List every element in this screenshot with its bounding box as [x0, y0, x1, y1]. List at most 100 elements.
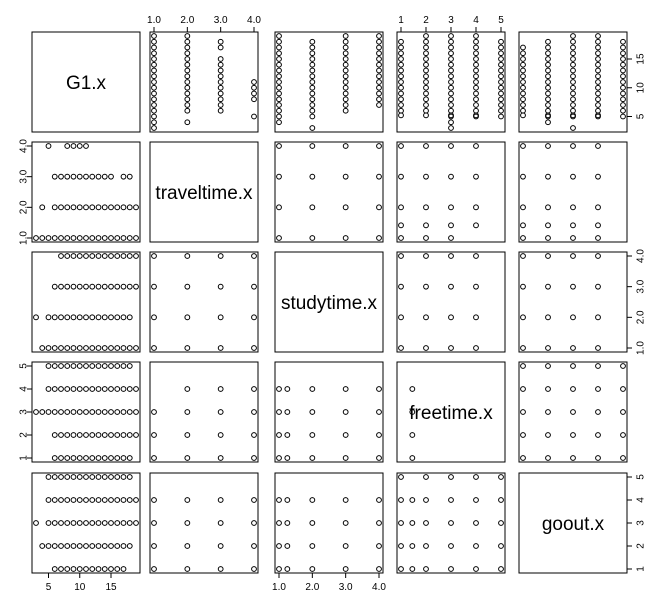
tick-label: 15: [636, 53, 647, 65]
data-point: [448, 79, 454, 85]
data-point: [570, 455, 576, 461]
data-point: [620, 455, 626, 461]
data-point: [217, 102, 224, 108]
data-point: [95, 345, 102, 351]
data-point: [70, 143, 77, 149]
data-point: [184, 33, 191, 39]
data-point: [309, 113, 316, 120]
tick-label: 3.0: [214, 15, 228, 26]
data-point: [120, 409, 127, 415]
data-point: [448, 107, 454, 114]
data-point: [398, 79, 404, 85]
tick-label: 1.0: [19, 231, 30, 245]
data-point: [398, 474, 404, 480]
data-point: [114, 409, 121, 415]
data-point: [120, 432, 127, 438]
data-point: [473, 143, 479, 149]
data-point: [595, 67, 601, 74]
data-point: [473, 90, 479, 97]
data-point: [595, 33, 601, 39]
data-point: [39, 345, 46, 351]
data-point: [423, 204, 429, 211]
data-point: [108, 314, 114, 321]
data-point: [64, 455, 71, 461]
data-point: [473, 253, 479, 259]
data-point: [151, 283, 157, 290]
data-point: [276, 50, 282, 57]
data-point: [498, 84, 504, 91]
data-point: [70, 520, 77, 526]
panel-frame-freetime-x-vs-goout-x: [518, 361, 628, 463]
data-point: [184, 543, 191, 549]
data-point: [409, 543, 416, 549]
data-point: [101, 474, 108, 480]
data-point: [545, 173, 551, 180]
data-point: [376, 520, 382, 526]
data-point: [342, 61, 349, 68]
data-point: [151, 497, 157, 503]
data-point: [309, 102, 316, 108]
panel-frame-traveltime-x-vs-g1-x: [31, 141, 141, 243]
data-point: [126, 543, 133, 549]
data-point: [120, 474, 127, 480]
data-point: [151, 61, 157, 68]
data-point: [251, 283, 257, 290]
data-point: [620, 386, 626, 392]
data-point: [398, 90, 404, 97]
data-point: [64, 204, 71, 211]
data-point: [251, 520, 257, 526]
data-point: [520, 112, 526, 119]
data-point: [595, 386, 601, 392]
data-point: [58, 566, 64, 572]
data-point: [570, 345, 576, 351]
data-point: [545, 204, 551, 211]
data-point: [473, 112, 479, 119]
data-point: [276, 204, 282, 211]
data-point: [498, 543, 504, 549]
data-point: [570, 38, 576, 45]
diagonal-label-goout-x: goout.x: [542, 514, 605, 535]
data-point: [51, 455, 58, 461]
data-point: [101, 497, 108, 503]
data-point: [570, 283, 576, 290]
data-point: [376, 96, 382, 103]
data-point: [45, 520, 52, 526]
data-point: [64, 314, 71, 321]
data-point: [545, 50, 551, 57]
data-point: [276, 90, 282, 97]
data-point: [284, 497, 291, 503]
data-point: [39, 235, 46, 241]
data-point: [423, 520, 429, 526]
data-point: [545, 386, 551, 392]
data-point: [184, 455, 191, 461]
data-point: [423, 107, 429, 114]
data-point: [570, 125, 576, 131]
data-point: [570, 33, 576, 39]
data-point: [114, 520, 121, 526]
data-point: [83, 204, 89, 211]
data-point: [83, 497, 89, 503]
data-point: [620, 73, 626, 80]
data-point: [114, 345, 121, 351]
data-point: [448, 222, 454, 229]
data-point: [184, 84, 191, 91]
data-point: [498, 107, 504, 114]
data-point: [545, 79, 551, 85]
data-point: [217, 44, 224, 51]
data-point: [448, 90, 454, 97]
data-point: [70, 253, 77, 259]
data-point: [64, 363, 71, 369]
data-point: [45, 386, 52, 392]
data-point: [126, 363, 133, 369]
data-point: [151, 455, 157, 461]
data-point: [101, 566, 108, 572]
data-point: [620, 432, 626, 438]
data-point: [448, 102, 454, 108]
data-point: [620, 409, 626, 415]
panel-frame-goout-x-vs-studytime-x: [274, 472, 384, 574]
data-point: [473, 79, 479, 85]
data-point: [309, 543, 316, 549]
data-point: [595, 61, 601, 68]
data-point: [595, 432, 601, 438]
data-point: [376, 67, 382, 74]
